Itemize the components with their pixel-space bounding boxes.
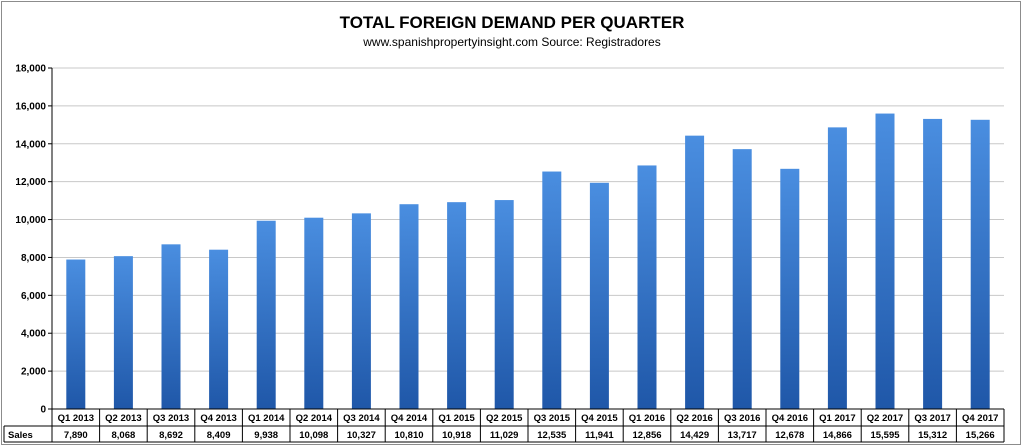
data-label: 15,595 bbox=[870, 430, 900, 441]
x-tick-label: Q4 2015 bbox=[581, 413, 618, 424]
bar bbox=[399, 204, 419, 409]
x-tick-label: Q1 2013 bbox=[58, 413, 94, 424]
data-label: 15,266 bbox=[966, 430, 995, 441]
data-label: 15,312 bbox=[918, 430, 947, 441]
x-tick-label: Q1 2016 bbox=[629, 413, 665, 424]
x-tick-label: Q4 2014 bbox=[391, 413, 428, 424]
data-table: Q1 2013 7,890 Q2 2013 8,068 Q3 2013 8,692 Q4 2… bbox=[3, 408, 1005, 443]
y-tick-labels: 0 2,000 4,000 6,000 8,000 10,000 12,000 14,000 1… bbox=[15, 64, 46, 416]
x-tick-label: Q3 2013 bbox=[153, 413, 189, 424]
data-label: 11,941 bbox=[585, 430, 614, 441]
x-tick-label: Q3 2014 bbox=[343, 413, 380, 424]
bar bbox=[209, 249, 229, 409]
y-tick-label: 2,000 bbox=[21, 367, 46, 378]
bar bbox=[923, 118, 943, 409]
x-tick-label: Q1 2014 bbox=[248, 413, 285, 424]
bar bbox=[637, 165, 657, 409]
bar bbox=[494, 200, 514, 409]
x-tick-label: Q4 2017 bbox=[962, 413, 998, 424]
data-label: 13,717 bbox=[728, 430, 757, 441]
data-label: 12,678 bbox=[775, 430, 804, 441]
bar bbox=[66, 259, 86, 409]
bar bbox=[589, 182, 609, 409]
data-label: 12,856 bbox=[632, 430, 661, 441]
bar bbox=[304, 217, 324, 409]
x-tick-label: Q2 2015 bbox=[486, 413, 523, 424]
bar bbox=[685, 135, 705, 409]
y-tick-label: 4,000 bbox=[21, 329, 46, 340]
chart-subtitle: www.spanishpropertyinsight.com Source: R… bbox=[362, 35, 660, 49]
bar bbox=[161, 244, 181, 409]
data-label: 10,918 bbox=[442, 430, 471, 441]
y-tick-label: 18,000 bbox=[15, 64, 46, 75]
bar bbox=[542, 171, 562, 409]
y-tick-label: 0 bbox=[40, 405, 46, 416]
y-tick-label: 10,000 bbox=[15, 215, 46, 226]
x-tick-label: Q4 2016 bbox=[772, 413, 808, 424]
y-tick-label: 14,000 bbox=[15, 139, 46, 150]
data-label: 14,866 bbox=[823, 430, 852, 441]
data-label: 8,409 bbox=[207, 430, 231, 441]
bar bbox=[970, 119, 990, 409]
data-label: 12,535 bbox=[537, 430, 567, 441]
data-label: 9,938 bbox=[254, 430, 278, 441]
data-label: 14,429 bbox=[680, 430, 709, 441]
data-label: 7,890 bbox=[64, 430, 88, 441]
bar bbox=[780, 168, 800, 409]
bar bbox=[732, 149, 752, 410]
chart-title: TOTAL FOREIGN DEMAND PER QUARTER bbox=[340, 13, 685, 32]
x-tick-label: Q1 2015 bbox=[438, 413, 475, 424]
x-tick-label: Q2 2013 bbox=[105, 413, 141, 424]
data-label: 11,029 bbox=[490, 430, 519, 441]
x-tick-label: Q2 2014 bbox=[296, 413, 333, 424]
y-tick-label: 6,000 bbox=[21, 291, 46, 302]
x-tick-label: Q2 2017 bbox=[867, 413, 903, 424]
y-tick-label: 16,000 bbox=[15, 101, 46, 112]
data-label: 8,692 bbox=[159, 430, 183, 441]
data-label: 10,810 bbox=[394, 430, 423, 441]
gridlines bbox=[48, 67, 1004, 410]
x-tick-label: Q2 2016 bbox=[676, 413, 712, 424]
x-tick-label: Q3 2015 bbox=[534, 413, 571, 424]
x-tick-label: Q3 2016 bbox=[724, 413, 760, 424]
bars bbox=[66, 113, 990, 410]
bar bbox=[875, 113, 895, 409]
bar bbox=[351, 213, 371, 409]
bar bbox=[256, 220, 276, 409]
data-label: 10,327 bbox=[347, 430, 376, 441]
bar bbox=[447, 202, 467, 409]
series-label: Sales bbox=[8, 430, 33, 441]
bar bbox=[827, 127, 847, 409]
y-tick-label: 12,000 bbox=[15, 177, 46, 188]
x-tick-label: Q4 2013 bbox=[200, 413, 236, 424]
x-tick-label: Q3 2017 bbox=[914, 413, 950, 424]
bar bbox=[113, 256, 133, 409]
data-label: 10,098 bbox=[299, 430, 328, 441]
x-tick-label: Q1 2017 bbox=[819, 413, 855, 424]
y-tick-label: 8,000 bbox=[21, 253, 46, 264]
data-label: 8,068 bbox=[112, 430, 136, 441]
